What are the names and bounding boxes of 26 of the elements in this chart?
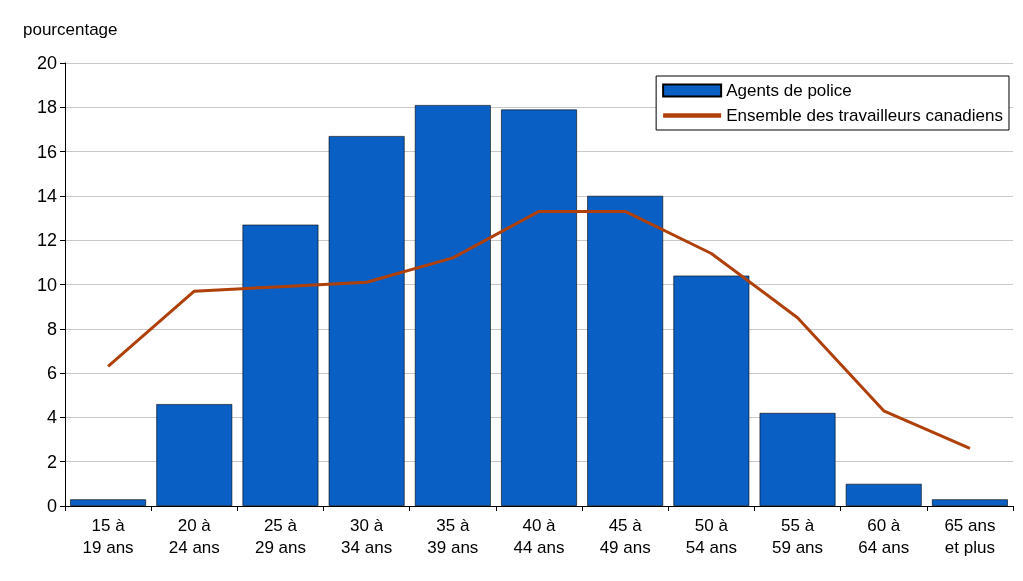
x-tick-label: 40 à 44 ans xyxy=(513,515,565,557)
x-tick-label: 65 ans et plus xyxy=(944,515,996,557)
x-tick-label: 15 à 19 ans xyxy=(82,515,134,557)
y-tick-label: 18 xyxy=(36,97,57,118)
y-axis-title: pourcentage xyxy=(23,20,118,39)
x-tick-label: 25 à 29 ans xyxy=(254,515,306,557)
x-tick-label: 45 à 49 ans xyxy=(599,515,651,557)
legend-label: Ensemble des travailleurs canadiens xyxy=(726,106,1003,125)
y-tick-label: 2 xyxy=(46,451,57,472)
y-tick-label: 8 xyxy=(46,318,57,339)
x-tick-label: 55 à 59 ans xyxy=(772,515,824,557)
line-series xyxy=(106,209,972,450)
y-tick-label: 10 xyxy=(36,274,57,295)
y-tick-label: 6 xyxy=(46,363,57,384)
x-tick-label: 50 à 54 ans xyxy=(685,515,737,557)
y-tick-label: 0 xyxy=(46,496,57,516)
y-tick-label: 12 xyxy=(36,230,57,251)
x-tick-label: 60 à 64 ans xyxy=(858,515,910,557)
x-tick-label: 20 à 24 ans xyxy=(168,515,220,557)
y-tick-label: 14 xyxy=(36,185,57,206)
y-tick-label: 4 xyxy=(46,407,57,428)
y-tick-label: 16 xyxy=(36,141,57,162)
x-tick-label: 30 à 34 ans xyxy=(341,515,393,557)
x-tick-label: 35 à 39 ans xyxy=(427,515,479,557)
legend-label: Agents de police xyxy=(726,81,852,100)
y-tick-label: 20 xyxy=(36,53,57,73)
